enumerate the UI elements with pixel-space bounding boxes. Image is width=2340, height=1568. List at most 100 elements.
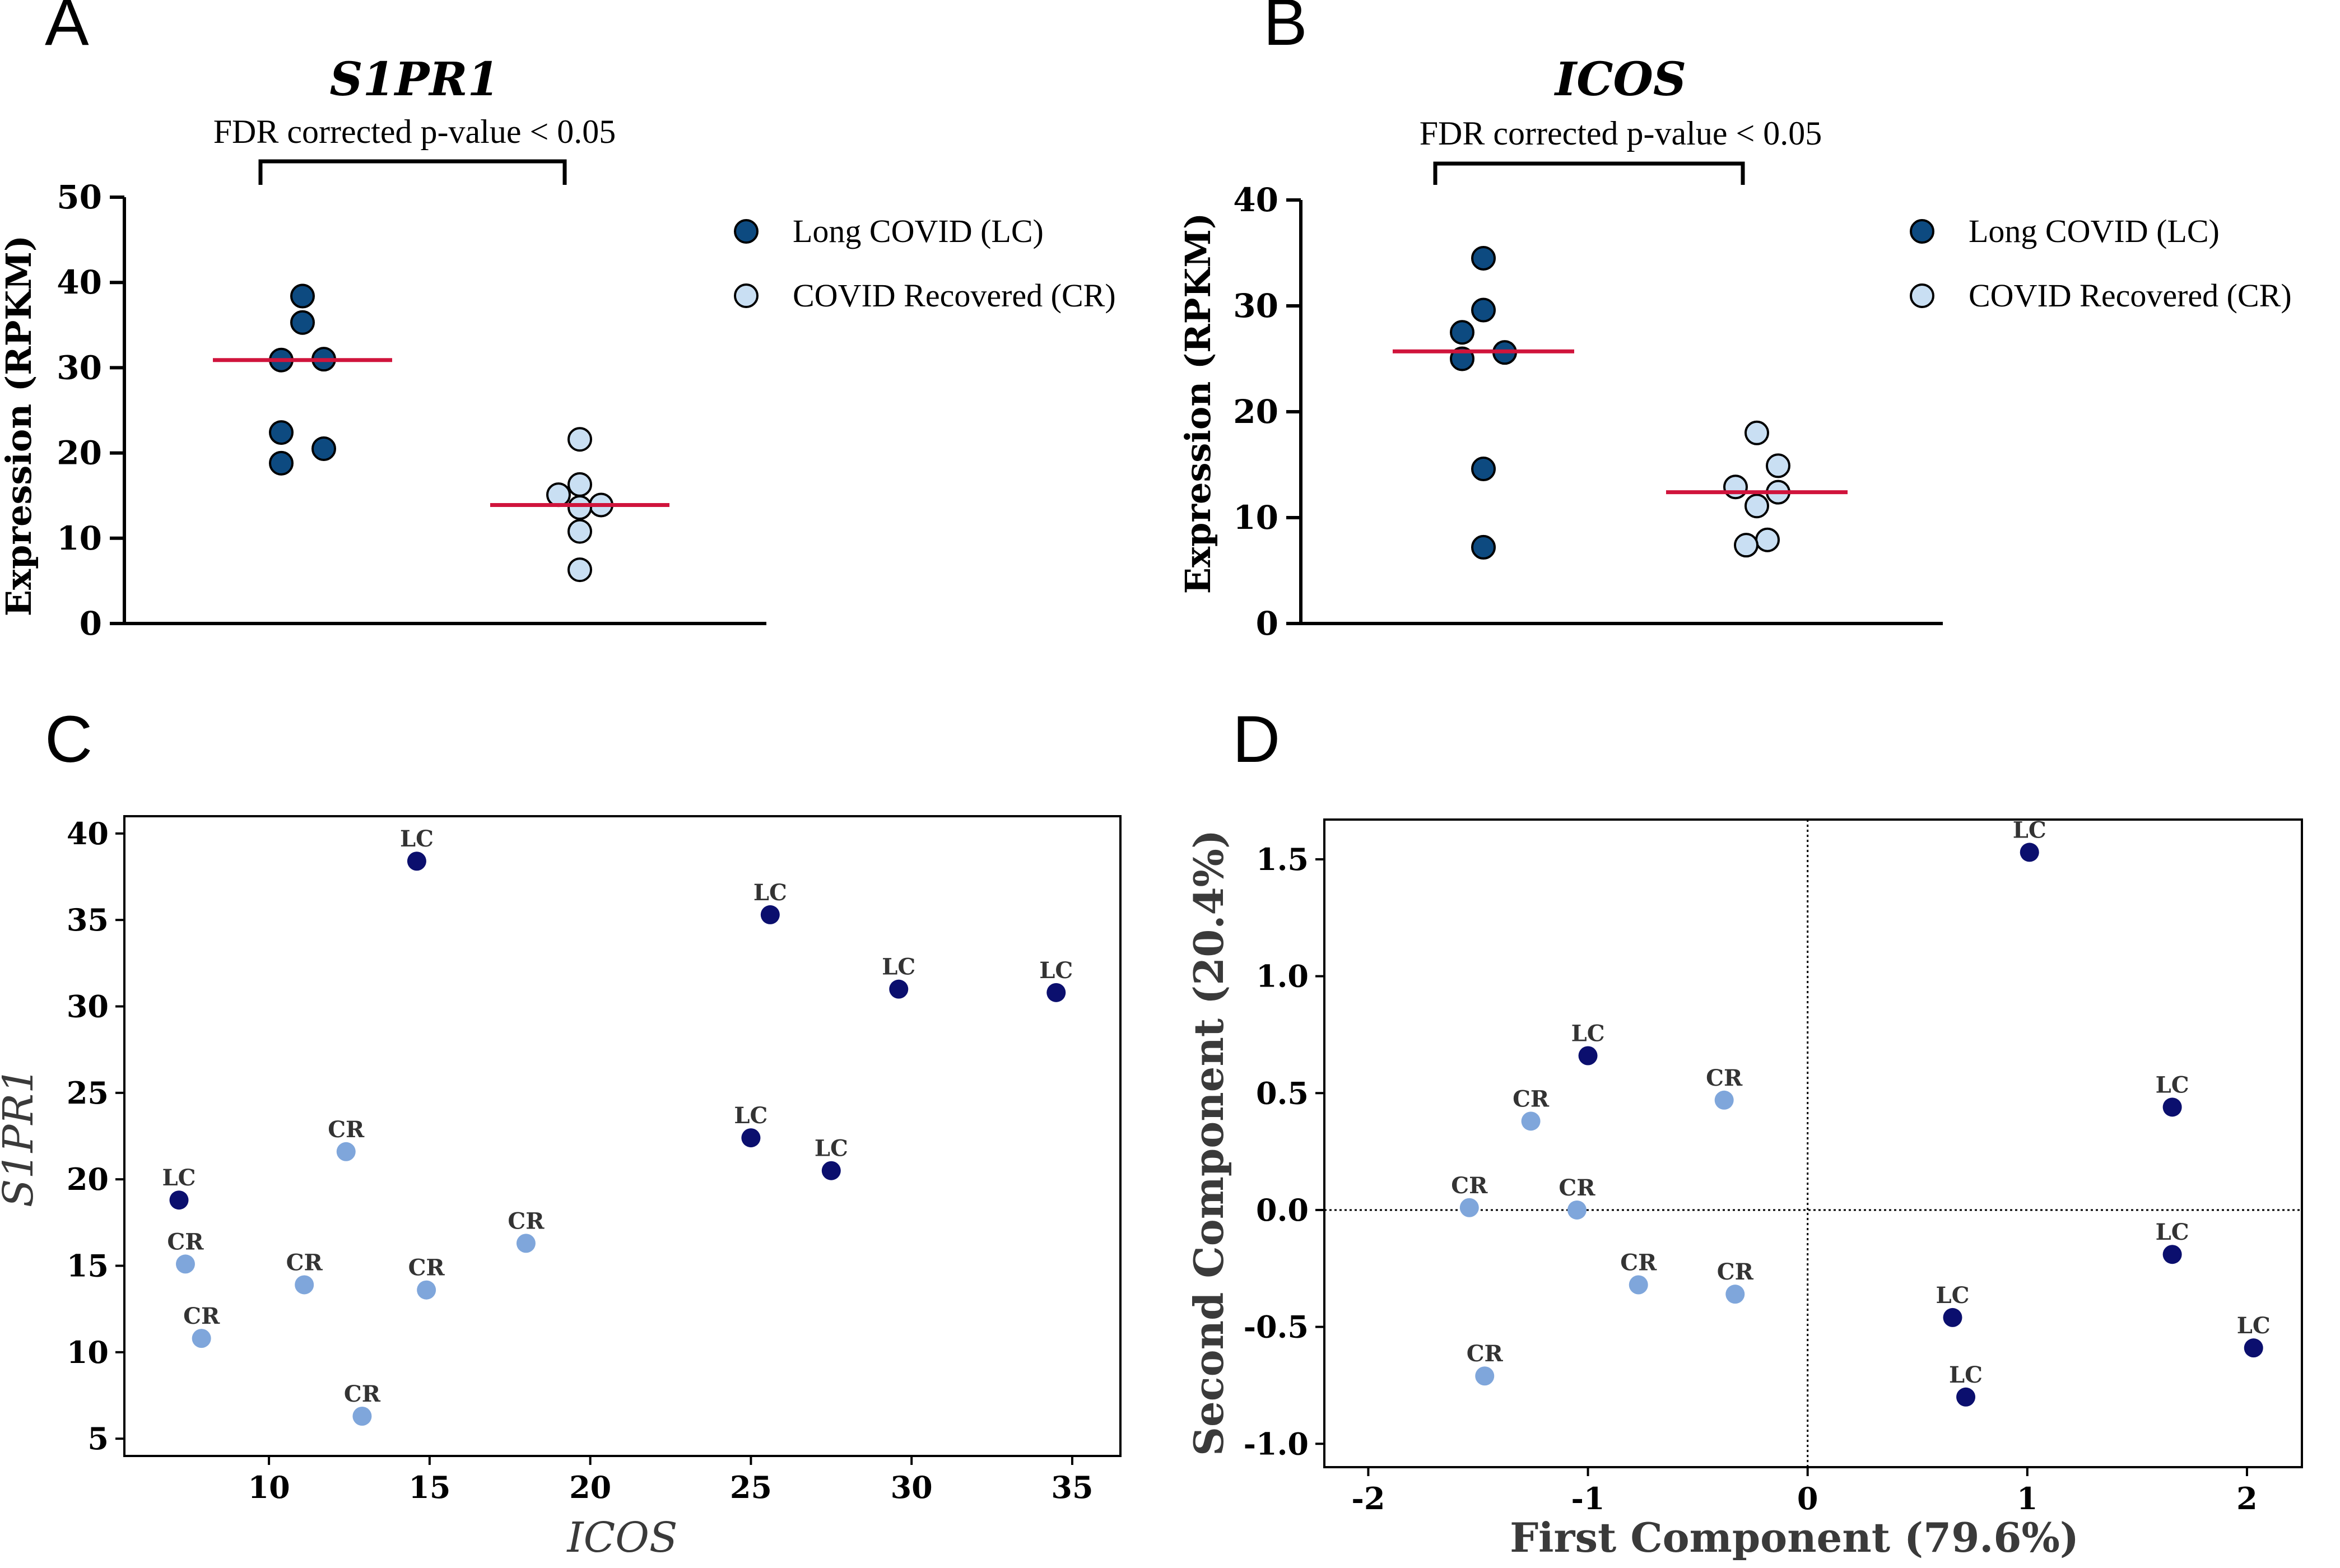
panel-d-y-tick-label: 0.5 — [1256, 1075, 1309, 1111]
panel-c-lc-point — [407, 852, 426, 871]
panel-c-point-label: CR — [167, 1229, 204, 1255]
panel-c-axes: 10 15 20 25 30 35 5 10 15 20 25 30 35 40 — [67, 816, 1094, 1505]
panel-c-lc-point — [821, 1161, 841, 1180]
panel-a-lc-point — [290, 283, 315, 309]
panel-d-lc-point — [2244, 1338, 2263, 1358]
panel-b-letter: B — [1263, 0, 1308, 59]
panel-c-lc-point — [889, 979, 909, 999]
panel-d-lc-point — [1956, 1387, 1976, 1407]
panel-c-lc-point — [760, 905, 780, 924]
panel-c-cr-point — [336, 1142, 356, 1161]
panel-c-x-label: ICOS — [566, 1514, 677, 1562]
panel-d-y-tick-label: 1.0 — [1256, 959, 1309, 994]
panel-a-legend-lc-marker — [734, 219, 759, 244]
panel-b-lc-point — [1471, 534, 1496, 560]
panel-c-letter: C — [45, 702, 92, 776]
panel-a-lc-point — [311, 436, 336, 461]
panel-b-y-tick-label: 20 — [1233, 393, 1278, 431]
panel-a-y-tick-label: 0 — [80, 604, 102, 643]
panel-c-x-tick-label: 25 — [730, 1469, 772, 1505]
panel-d-point-label: LC — [1949, 1362, 1983, 1388]
panel-d-point-label: CR — [1620, 1249, 1657, 1276]
panel-d-point-label: CR — [1451, 1172, 1488, 1199]
panel-c-y-tick-label: 30 — [67, 989, 109, 1025]
panel-c-x-tick-label: 20 — [569, 1469, 611, 1505]
panel-c-x-tick-label: 30 — [891, 1469, 933, 1505]
panel-c-cr-point — [516, 1234, 536, 1253]
panel-c-point-label: CR — [328, 1116, 365, 1143]
panel-a-lc-point — [290, 310, 315, 335]
panel-c-point-label: LC — [815, 1136, 848, 1162]
panel-d-letter: D — [1232, 702, 1280, 776]
panel-c-y-tick-label: 20 — [67, 1161, 109, 1197]
panel-d-y-tick-label: -1.0 — [1244, 1426, 1309, 1462]
panel-a-significance-bracket — [258, 159, 567, 185]
panel-d-cr-point — [1725, 1285, 1745, 1304]
panel-d-x-tick-label: -2 — [1351, 1481, 1385, 1516]
panel-d: D Second Component (20.4%) First Compone… — [1185, 702, 2303, 1561]
panel-a: A S1PR1 FDR corrected p-value < 0.05 Exp… — [0, 0, 1116, 643]
panel-d-point-label: LC — [2156, 1219, 2189, 1245]
panel-d-lc-point — [1943, 1308, 1962, 1327]
panel-b-legend-lc-marker — [1910, 219, 1934, 244]
panel-d-cr-point — [1521, 1111, 1541, 1131]
panel-c-point-label: LC — [400, 826, 434, 852]
panel-c-plot-frame — [123, 815, 1122, 1457]
panel-d-lc-point — [2162, 1245, 2182, 1264]
panel-b-lc-point — [1471, 297, 1496, 323]
panel-b-lc-point — [1471, 457, 1496, 482]
panel-d-points: LC LC LC LC LC LC LC CR CR CR CR CR CR CR — [1451, 817, 2271, 1407]
panel-d-plot-frame — [1323, 818, 2303, 1468]
panel-a-y-tick-label: 30 — [57, 348, 102, 387]
panel-d-point-label: CR — [1513, 1086, 1550, 1112]
panel-c-point-label: LC — [753, 880, 787, 906]
panel-b-cr-point — [1744, 420, 1769, 445]
panel-d-y-label: Second Component (20.4%) — [1185, 830, 1232, 1456]
panel-b-legend-cr-marker — [1910, 283, 1934, 308]
panel-d-lc-point — [2020, 843, 2039, 862]
panel-a-y-tick-label: 20 — [57, 434, 102, 472]
panel-a-legend-lc-label: Long COVID (LC) — [793, 213, 1044, 249]
panel-a-cr-point — [567, 519, 592, 544]
panel-d-x-label: First Component (79.6%) — [1510, 1514, 2079, 1561]
panel-c-x-tick-label: 35 — [1051, 1469, 1093, 1505]
panel-b-y-tick-label: 10 — [1233, 499, 1278, 537]
panel-b-lc-point — [1450, 320, 1474, 345]
panel-b-legend-cr-label: COVID Recovered (CR) — [1969, 277, 2292, 314]
panel-c-point-label: CR — [508, 1208, 545, 1234]
panel-a-y-tick-label: 10 — [57, 519, 102, 557]
panel-d-point-label: CR — [1706, 1065, 1743, 1091]
panel-d-axes: -2 -1 0 1 2 -1.0 -0.5 0.0 0.5 1.0 1.5 — [1244, 820, 2302, 1516]
panel-d-cr-point — [1567, 1200, 1587, 1220]
panel-a-y-tick-label: 50 — [57, 178, 102, 216]
panel-d-x-tick-label: -1 — [1571, 1481, 1605, 1516]
panel-d-point-label: CR — [1467, 1341, 1504, 1367]
panel-d-cr-point — [1629, 1275, 1648, 1295]
panel-a-cr-point — [546, 482, 571, 508]
panel-d-x-tick-label: 1 — [2017, 1481, 2038, 1516]
panel-b-significance-bracket — [1433, 161, 1745, 185]
panel-b: B ICOS FDR corrected p-value < 0.05 Expr… — [1178, 0, 2292, 643]
panel-b-y-tick-label: 30 — [1233, 287, 1278, 325]
panel-d-point-label: LC — [1936, 1282, 1970, 1309]
panel-d-point-label: LC — [1571, 1021, 1605, 1047]
panel-c-y-tick-label: 5 — [87, 1421, 109, 1457]
panel-d-cr-point — [1475, 1366, 1495, 1386]
panel-b-cr-point — [1744, 494, 1769, 519]
panel-b-cr-point — [1755, 527, 1780, 552]
panel-c-point-label: CR — [286, 1249, 323, 1276]
panel-a-legend-cr-marker — [734, 283, 759, 308]
panel-c-lc-point — [1046, 983, 1066, 1002]
panel-a-y-tick-label: 40 — [57, 263, 102, 301]
panel-c-cr-point — [175, 1254, 195, 1274]
panel-d-lc-point — [2162, 1097, 2182, 1117]
panel-d-point-label: CR — [1717, 1259, 1754, 1285]
panel-a-cr-point — [567, 472, 592, 497]
panel-c-point-label: LC — [882, 954, 915, 980]
panel-a-title: S1PR1 — [329, 53, 499, 106]
panel-d-point-label: CR — [1559, 1175, 1595, 1201]
panel-b-cr-point — [1734, 533, 1759, 558]
panel-c-lc-point — [169, 1190, 189, 1210]
panel-c-cr-point — [192, 1329, 211, 1348]
